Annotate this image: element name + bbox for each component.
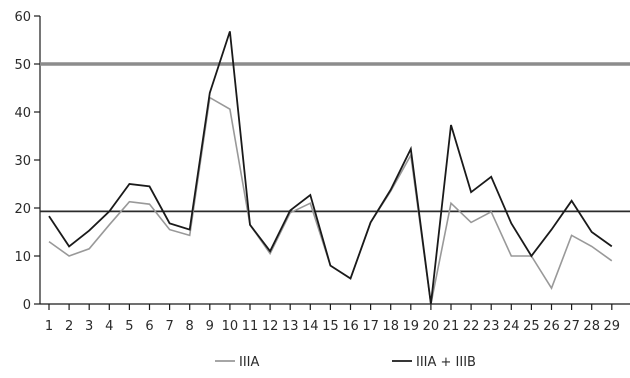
x-axis: 1 2 3 4 5 6 7 8 9 10 11 12 13 14 15 16 17 18 19 20 21 22 23 24 2… bbox=[40, 303, 630, 334]
x-tick-label: 10 bbox=[222, 319, 239, 334]
x-tick-label: 20 bbox=[423, 319, 440, 334]
x-tick-label: 12 bbox=[262, 319, 279, 334]
x-tick-label: 16 bbox=[342, 319, 359, 334]
x-tick-label: 9 bbox=[206, 319, 214, 334]
x-tick-label: 3 bbox=[85, 319, 93, 334]
legend-label: IIIA + IIIB bbox=[416, 355, 476, 370]
x-tick-label: 1 bbox=[45, 319, 53, 334]
x-tick-label: 19 bbox=[403, 319, 420, 334]
y-tick-label: 10 bbox=[14, 250, 31, 265]
x-tick-label: 23 bbox=[483, 319, 500, 334]
legend-label: IIIA bbox=[239, 355, 260, 370]
series-line-2 bbox=[48, 31, 613, 305]
y-tick-label: 50 bbox=[14, 58, 31, 73]
y-tick-label: 20 bbox=[14, 202, 31, 217]
x-tick-label: 18 bbox=[382, 319, 399, 334]
legend: IIIA IIIA + IIIB bbox=[215, 355, 476, 370]
x-tick-label: 29 bbox=[604, 319, 621, 334]
x-tick-label: 26 bbox=[543, 319, 560, 334]
x-tick-label: 4 bbox=[105, 319, 113, 334]
x-tick-label: 24 bbox=[503, 319, 520, 334]
x-tick-label: 13 bbox=[282, 319, 299, 334]
x-tick-label: 6 bbox=[145, 319, 153, 334]
y-tick-label: 60 bbox=[14, 10, 31, 25]
x-tick-label: 11 bbox=[242, 319, 259, 334]
x-tick-label: 15 bbox=[322, 319, 339, 334]
series-line-1 bbox=[48, 96, 613, 305]
x-tick-label: 7 bbox=[165, 319, 173, 334]
x-tick-label: 8 bbox=[186, 319, 194, 334]
y-tick-label: 0 bbox=[23, 298, 31, 313]
y-axis: 0 10 20 30 40 50 60 bbox=[14, 10, 41, 313]
reference-lines bbox=[40, 62, 630, 213]
x-tick-label: 22 bbox=[463, 319, 480, 334]
y-tick-label: 30 bbox=[14, 154, 31, 169]
x-tick-label: 27 bbox=[563, 319, 580, 334]
x-tick-label: 25 bbox=[523, 319, 540, 334]
x-tick-label: 17 bbox=[362, 319, 379, 334]
x-tick-label: 14 bbox=[302, 319, 319, 334]
x-tick-label: 28 bbox=[583, 319, 600, 334]
x-tick-label: 5 bbox=[125, 319, 133, 334]
x-tick-label: 21 bbox=[443, 319, 460, 334]
x-tick-label: 2 bbox=[65, 319, 73, 334]
series-lines bbox=[48, 31, 613, 305]
y-tick-label: 40 bbox=[14, 106, 31, 121]
